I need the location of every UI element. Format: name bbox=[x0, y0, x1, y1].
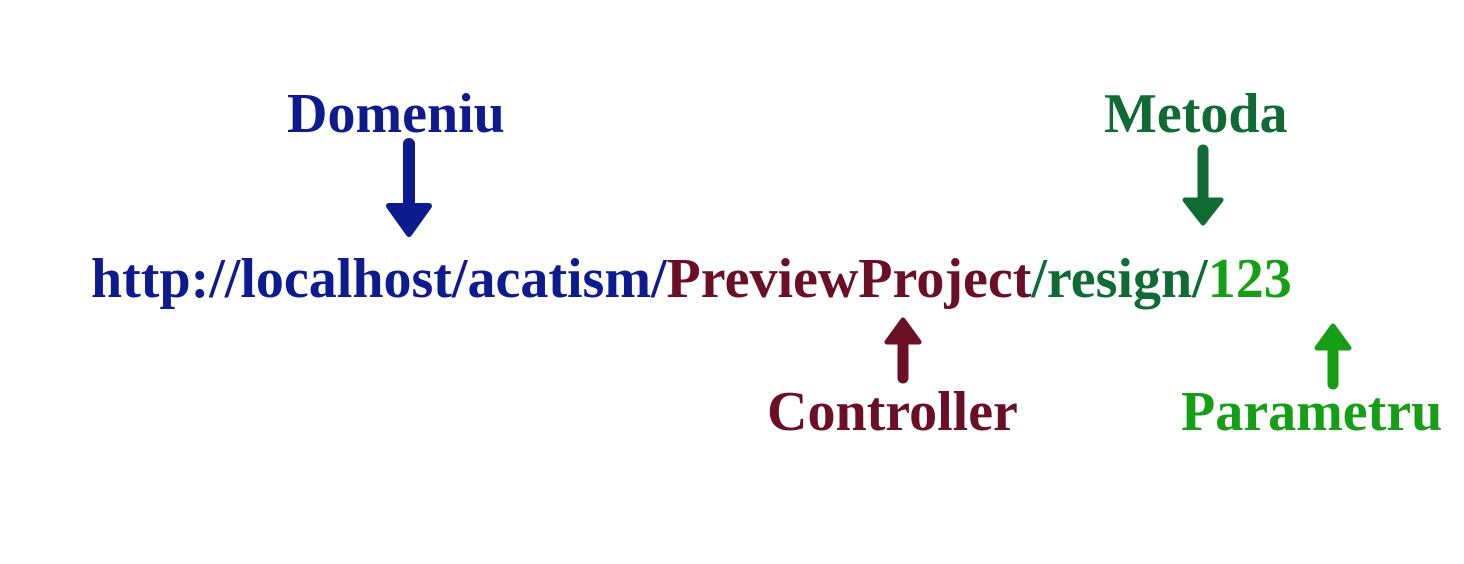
url-text: http://localhost/acatism/PreviewProject/… bbox=[91, 251, 1292, 307]
controller-label: Controller bbox=[767, 381, 1018, 443]
url-separator: / bbox=[1031, 248, 1047, 310]
url-parameter-part: 123 bbox=[1207, 248, 1292, 310]
parameter-arrow bbox=[1314, 323, 1352, 390]
domain-label: Domeniu bbox=[287, 83, 505, 145]
domain-arrow bbox=[386, 138, 432, 237]
method-label: Metoda bbox=[1104, 83, 1288, 145]
url-method-part: resign/ bbox=[1046, 248, 1208, 310]
parameter-label: Parametru bbox=[1181, 381, 1443, 443]
url-controller-part: PreviewProject bbox=[666, 248, 1032, 310]
url-domain-part: http://localhost/acatism/ bbox=[91, 248, 667, 310]
method-arrow bbox=[1182, 144, 1224, 226]
controller-arrow bbox=[884, 317, 922, 384]
